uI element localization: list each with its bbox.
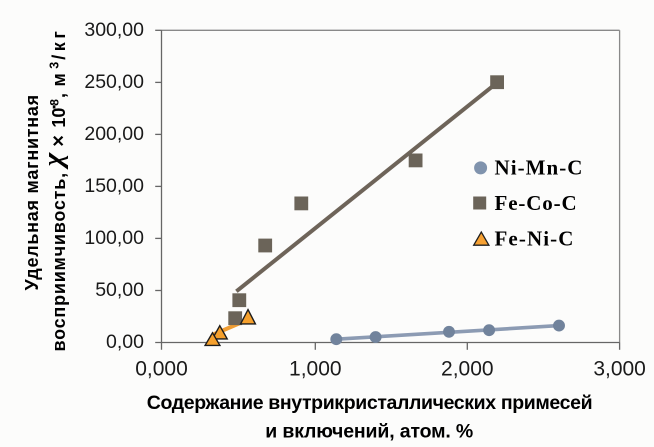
svg-text:1,000: 1,000 — [289, 358, 342, 381]
svg-text:2,000: 2,000 — [441, 358, 494, 381]
svg-text:200,00: 200,00 — [84, 123, 144, 145]
svg-text:×: × — [48, 135, 70, 147]
svg-text:Удельная магнитная: Удельная магнитная — [22, 94, 42, 290]
svg-text:χ: χ — [37, 152, 69, 170]
svg-text:50,00: 50,00 — [95, 279, 144, 301]
svg-text:восприимчивость,: восприимчивость, — [49, 172, 69, 351]
svg-text:150,00: 150,00 — [84, 175, 144, 197]
svg-text:300,00: 300,00 — [84, 19, 144, 41]
svg-text:Ni-Mn-C: Ni-Mn-C — [495, 156, 584, 180]
svg-text:Содержание внутрикристаллическ: Содержание внутрикристаллических примесе… — [147, 392, 592, 414]
svg-text:и включений, атом. %: и включений, атом. % — [265, 420, 473, 442]
svg-text:8: 8 — [48, 99, 62, 106]
svg-text:3: 3 — [48, 62, 62, 69]
svg-text:100,00: 100,00 — [84, 227, 144, 249]
svg-text:/кг: /кг — [49, 27, 69, 59]
svg-text:0,00: 0,00 — [106, 331, 144, 353]
svg-text:Fe-Co-C: Fe-Co-C — [495, 191, 578, 215]
svg-text:Fe-Ni-C: Fe-Ni-C — [495, 226, 575, 250]
svg-text:, м: , м — [49, 72, 69, 98]
svg-text:10: 10 — [49, 108, 69, 128]
svg-text:3,000: 3,000 — [593, 358, 646, 381]
svg-text:0,000: 0,000 — [135, 358, 188, 381]
svg-text:250,00: 250,00 — [84, 71, 144, 93]
